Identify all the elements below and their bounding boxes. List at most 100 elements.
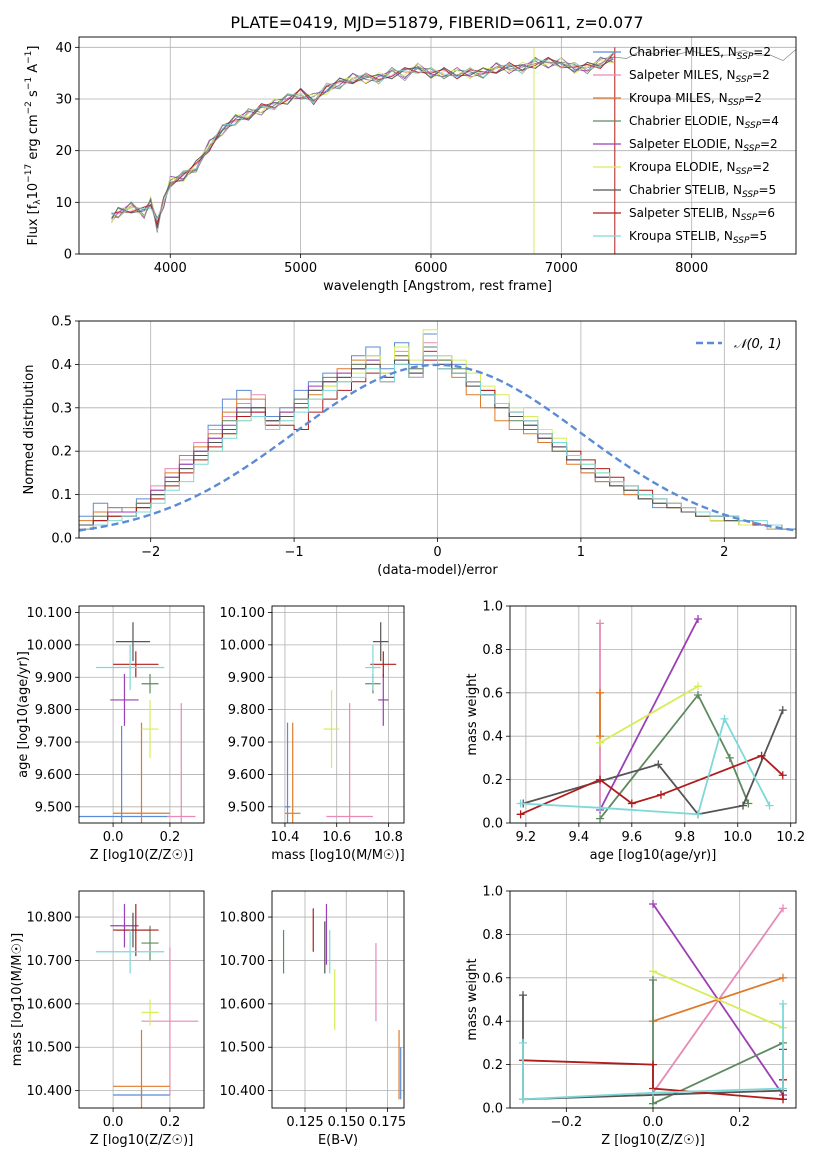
error-bars xyxy=(96,904,199,1108)
y-tick-label: 0.8 xyxy=(482,928,503,943)
x-tick-label: 0.2 xyxy=(160,1115,181,1130)
x-tick-label: 0.175 xyxy=(369,1115,406,1130)
y-axis-label: Flux [fλ10−17 erg cm−2 s−1 A−1] xyxy=(24,46,43,246)
histogram-step xyxy=(79,355,796,538)
x-axis-label: (data-model)/error xyxy=(377,563,498,578)
x-tick-label: 1 xyxy=(577,545,585,560)
y-tick-label: 0.3 xyxy=(51,401,72,416)
x-tick-label: 2 xyxy=(720,545,728,560)
weight-marker xyxy=(627,799,636,808)
weight-line xyxy=(652,907,784,1094)
weight-marker xyxy=(656,790,665,799)
x-tick-label: 8000 xyxy=(675,261,708,276)
x-tick-label: 5000 xyxy=(284,261,317,276)
y-tick-label: 9.800 xyxy=(228,703,265,718)
weight-marker xyxy=(779,1095,787,1104)
x-tick-label: 0.0 xyxy=(643,1115,664,1130)
grid xyxy=(510,605,796,824)
y-tick-label: 0.5 xyxy=(51,315,72,330)
age_vs_Z-chart: 0.0 0.2 9.500 9.600 9.700 9.800 9.900 10.000 10.… xyxy=(16,605,205,863)
x-tick-label: 9.2 xyxy=(516,830,537,845)
weight-marker xyxy=(694,810,703,819)
weight-marker xyxy=(779,904,787,913)
y-tick-label: 0.8 xyxy=(482,643,503,658)
x-tick-label: 6000 xyxy=(414,261,447,276)
spectrum-data-line xyxy=(111,49,796,233)
axes-frame xyxy=(509,890,797,1109)
y-tick-label: 0.0 xyxy=(482,1102,503,1117)
histograms xyxy=(79,329,796,538)
weight-marker xyxy=(778,706,787,715)
y-tick-label: 9.700 xyxy=(35,736,72,751)
weight-marker xyxy=(779,1084,787,1093)
x-tick-label: 10.4 xyxy=(270,830,299,845)
y-tick-label: 10.600 xyxy=(220,997,266,1012)
weight-marker xyxy=(649,1088,657,1097)
legend-label: Salpeter ELODIE, NSSP=2 xyxy=(629,137,778,154)
axes-frame xyxy=(78,890,205,1109)
weight-marker xyxy=(596,803,605,812)
spectrum-legend: Chabrier MILES, NSSP=2 Salpeter MILES, NS… xyxy=(593,45,779,246)
error-bars xyxy=(282,904,402,1100)
x-tick-label: 10.6 xyxy=(322,830,351,845)
weight-marker xyxy=(765,801,774,810)
x-tick-label: 10.0 xyxy=(723,830,752,845)
y-tick-label: 10.100 xyxy=(27,606,73,621)
y-tick-label: 0.6 xyxy=(482,971,503,986)
weight-marker xyxy=(596,814,605,823)
chart-panels: 4000 5000 6000 7000 8000010203040wavelength … xyxy=(10,36,805,1148)
y-tick-label: 0.1 xyxy=(51,488,72,503)
x-tick-label: −1 xyxy=(285,545,304,560)
weight-line xyxy=(599,685,699,744)
weight-marker xyxy=(516,799,525,808)
axes-frame xyxy=(78,36,797,255)
x-tick-label: 0.125 xyxy=(286,1115,323,1130)
x-tick-label: −2 xyxy=(141,545,160,560)
error-bars xyxy=(284,622,397,823)
grid xyxy=(272,606,404,823)
weight-marker xyxy=(596,688,605,697)
y-axis-label: mass weight xyxy=(465,673,480,755)
x-axis-label: mass [log10(M/M☉)] xyxy=(271,848,404,863)
y-tick-label: 30 xyxy=(55,93,72,108)
weight-marker xyxy=(649,1060,657,1069)
x-tick-label: 7000 xyxy=(545,261,578,276)
legend-label: Kroupa STELIB, NSSP=5 xyxy=(629,229,767,246)
y-tick-label: 0.4 xyxy=(482,730,503,745)
weight-marker xyxy=(757,751,766,760)
y-tick-label: 10.800 xyxy=(220,911,266,926)
y-tick-label: 20 xyxy=(55,144,72,159)
weight-marker xyxy=(725,753,734,762)
y-tick-label: 1.0 xyxy=(482,600,503,615)
weight-marker xyxy=(779,999,787,1008)
y-tick-label: 0.4 xyxy=(482,1015,503,1030)
legend-label: 𝒩(0, 1) xyxy=(734,337,781,352)
legend-label: Chabrier MILES, NSSP=2 xyxy=(629,45,771,62)
weight-marker xyxy=(519,991,527,1000)
axes-frame xyxy=(271,605,405,824)
spectrum-chart: 4000 5000 6000 7000 8000 0 10 20 30 40 wavelength … xyxy=(24,36,797,294)
y-tick-label: 10 xyxy=(55,196,72,211)
y-tick-label: 10.000 xyxy=(27,638,73,653)
weight-marker xyxy=(654,760,663,769)
residuals-chart: −2 −1 0 1 2 0.0 0.1 0.2 0.3 0.4 0.5 (data-model)/er… xyxy=(22,315,797,578)
y-tick-label: 9.800 xyxy=(35,703,72,718)
weight-lines xyxy=(516,615,787,823)
spectrum-series-line xyxy=(111,51,614,221)
weight-marker xyxy=(694,682,703,691)
weight-marker xyxy=(649,975,657,984)
weight-line xyxy=(520,754,784,816)
x-axis-label: Z [log10(Z/Z☉)] xyxy=(90,848,194,863)
weight-marker xyxy=(519,1038,527,1047)
y-axis-label: mass [log10(M/M☉)] xyxy=(10,933,25,1066)
normal-curve xyxy=(79,363,796,532)
y-tick-label: 9.900 xyxy=(228,671,265,686)
x-tick-label: 0.0 xyxy=(103,830,124,845)
y-tick-label: 40 xyxy=(55,41,72,56)
y-tick-label: 10.700 xyxy=(220,954,266,969)
grid xyxy=(272,891,404,1108)
y-tick-label: 0.4 xyxy=(51,358,72,373)
y-axis-label: mass weight xyxy=(465,958,480,1040)
y-tick-label: 10.600 xyxy=(27,997,73,1012)
weight-marker xyxy=(516,810,525,819)
